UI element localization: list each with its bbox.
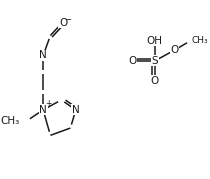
Text: +: + xyxy=(45,99,52,108)
Text: S: S xyxy=(151,56,158,66)
Text: OH: OH xyxy=(147,36,163,46)
Text: N: N xyxy=(39,50,47,61)
Text: O: O xyxy=(171,45,179,55)
Text: O: O xyxy=(59,18,67,28)
Text: N: N xyxy=(39,105,47,115)
Text: CH₃: CH₃ xyxy=(192,37,209,45)
Text: CH₃: CH₃ xyxy=(0,116,20,126)
Text: −: − xyxy=(64,15,71,24)
Text: N: N xyxy=(72,105,80,115)
Text: O: O xyxy=(151,76,159,86)
Text: O: O xyxy=(128,56,136,66)
